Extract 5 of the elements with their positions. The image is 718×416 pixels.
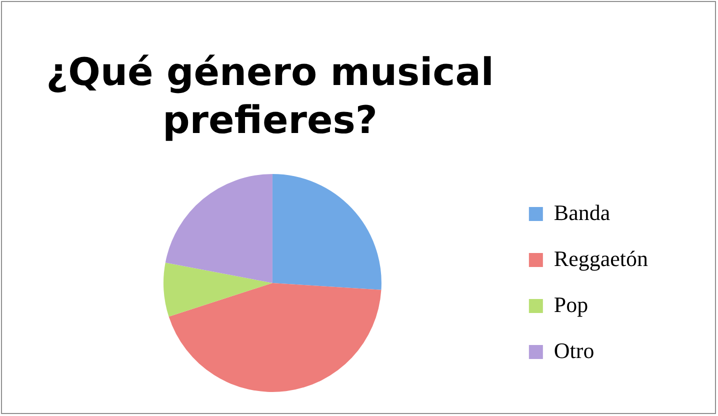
legend-label: Banda bbox=[554, 200, 610, 225]
legend-label: Reggaetón bbox=[554, 246, 648, 271]
legend-label: Otro bbox=[554, 338, 594, 363]
chart-title: ¿Qué género musical prefieres? bbox=[45, 49, 495, 144]
legend-label: Pop bbox=[554, 292, 588, 317]
